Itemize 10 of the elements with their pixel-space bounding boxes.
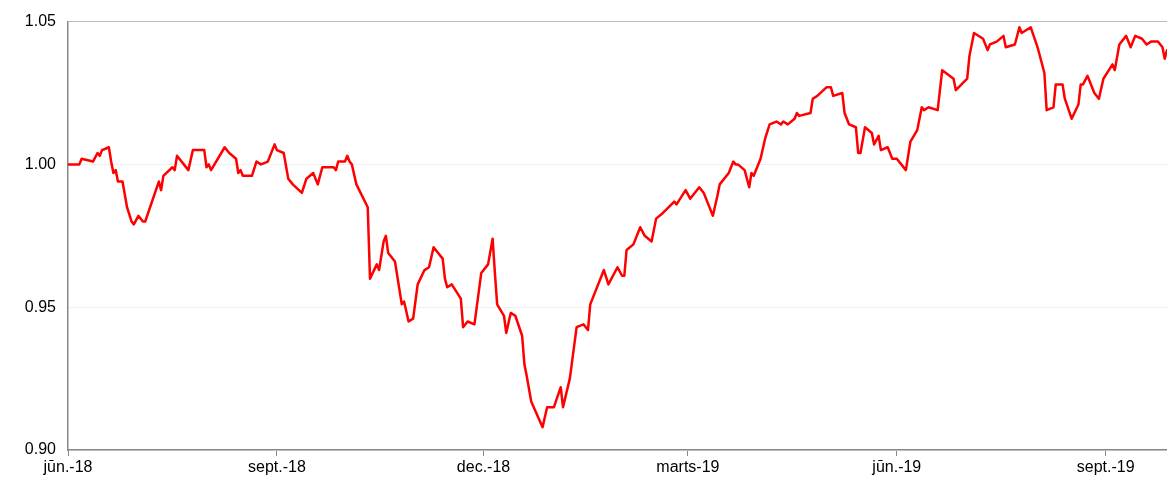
x-tick-label: jūn.-19 xyxy=(871,458,922,476)
x-tick-label: jūn.-18 xyxy=(42,458,93,476)
y-tick-label: 0.95 xyxy=(24,297,57,315)
y-tick-label: 1.00 xyxy=(24,154,57,172)
x-tick-label: sept.-19 xyxy=(1076,458,1135,476)
y-tick-label: 0.90 xyxy=(24,440,57,458)
x-tick-label: marts-19 xyxy=(656,458,720,476)
x-tick-label: sept.-18 xyxy=(247,458,306,476)
y-tick-label: 1.05 xyxy=(24,12,57,30)
x-tick-label: dec.-18 xyxy=(456,458,511,476)
